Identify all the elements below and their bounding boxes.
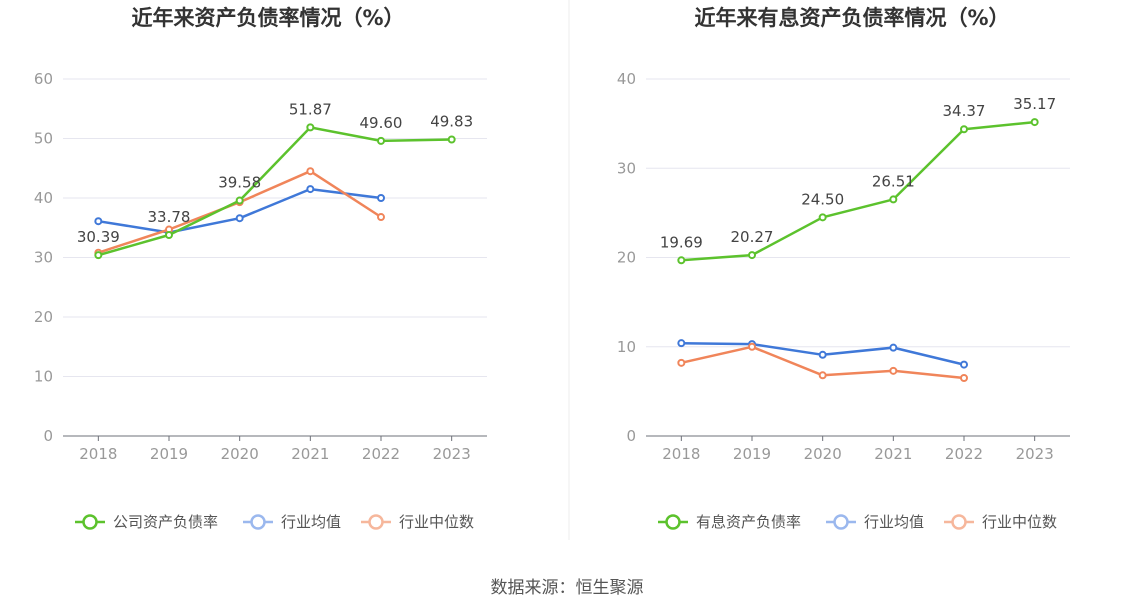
data-point [677,339,686,348]
legend-label: 公司资产负债率 [113,513,218,531]
x-tick-label: 2022 [945,445,983,463]
x-tick-label: 2020 [804,445,842,463]
x-tick-label: 2022 [362,445,400,463]
series-line [681,120,1035,262]
y-tick-label: 0 [43,427,53,445]
y-tick-label: 50 [34,130,53,148]
data-point [1030,118,1039,127]
data-point [677,256,686,265]
data-point [94,217,103,226]
data-point [818,213,827,222]
chart-title: 近年来有息资产负债率情况（%） [694,6,1009,30]
data-point [377,194,385,202]
legend-swatch-marker [82,514,98,530]
data-point [889,366,898,375]
data-point [818,350,827,359]
data-point [377,136,385,145]
data-point [377,213,385,222]
series-line [98,187,382,234]
data-label: 34.37 [943,102,986,120]
legend-label: 行业均值 [864,513,924,531]
data-label: 51.87 [289,100,332,118]
y-tick-label: 60 [34,70,53,88]
data-label: 33.78 [148,208,191,226]
data-point [677,358,686,367]
data-label: 35.17 [1013,95,1056,113]
data-label: 49.60 [360,114,403,132]
legend-swatch-marker [368,514,384,530]
data-point [818,371,827,380]
data-point [960,373,968,382]
legend-label: 行业中位数 [399,513,474,531]
x-tick-label: 2023 [433,445,471,463]
y-tick-label: 30 [617,159,636,177]
data-label: 24.50 [801,190,844,208]
data-point [306,167,315,176]
data-label: 19.69 [660,233,703,251]
y-tick-label: 20 [34,308,53,326]
y-tick-label: 40 [34,189,53,207]
chart-interest-debt-ratio: 近年来有息资产负债率情况（%） 0 10 20 30 40 2018 2019 2020 2021… [617,6,1070,531]
data-point [306,185,315,194]
x-tick-label: 2023 [1016,445,1054,463]
y-tick-label: 10 [617,338,636,356]
data-point [306,123,315,132]
data-point [447,135,456,144]
data-point [748,342,756,351]
y-tick-label: 0 [626,427,636,445]
data-point [960,125,968,134]
data-point [889,195,898,204]
data-label: 49.83 [430,113,473,131]
source-note: 数据来源：恒生聚源 [491,578,644,598]
legend-label: 行业中位数 [982,513,1057,531]
data-point [235,214,244,223]
x-tick-label: 2019 [733,445,771,463]
x-tick-label: 2021 [874,445,912,463]
x-tick-label: 2019 [150,445,188,463]
data-point [165,231,173,240]
y-tick-label: 20 [617,249,636,267]
y-tick-label: 40 [617,70,636,88]
legend-label: 行业均值 [281,513,341,531]
data-point [889,343,898,352]
y-tick-label: 10 [34,368,53,386]
x-tick-label: 2021 [291,445,329,463]
legend-swatch-marker [833,514,849,530]
data-label: 20.27 [731,228,774,246]
data-point [235,196,244,205]
legend-swatch-marker [250,514,266,530]
x-tick-label: 2018 [662,445,700,463]
data-point [748,251,756,260]
x-tick-label: 2020 [221,445,259,463]
series-line [97,126,452,257]
legend-swatch-marker [951,514,967,530]
x-tick-label: 2018 [79,445,117,463]
chart-debt-ratio: 近年来资产负债率情况（%） 0 10 20 30 40 50 60 2018 2019 2020 20… [34,6,487,531]
data-label: 30.39 [77,228,120,246]
y-tick-label: 30 [34,249,53,267]
legend-label: 有息资产负债率 [696,513,801,531]
data-point [960,360,968,369]
data-point [94,251,103,260]
data-label: 26.51 [872,172,915,190]
legend-swatch-marker [665,514,681,530]
chart-title: 近年来资产负债率情况（%） [131,6,404,30]
data-label: 39.58 [218,173,261,191]
